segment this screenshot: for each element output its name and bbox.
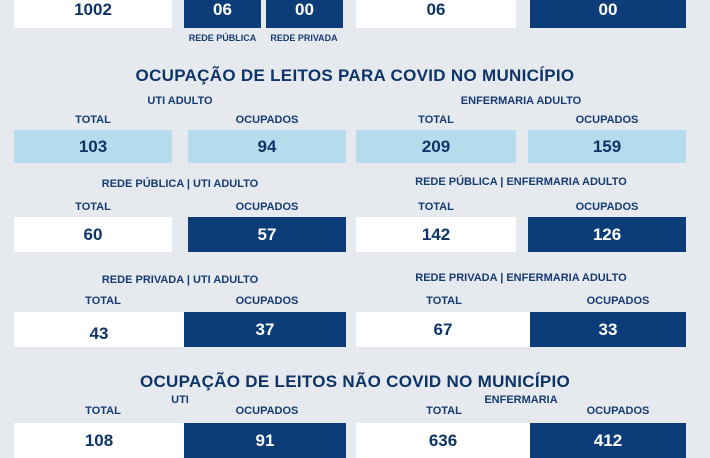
covid-enf-title: ENFERMARIA ADULTO [460, 95, 582, 107]
covid-section-title: OCUPAÇÃO DE LEITOS PARA COVID NO MUNICÍP… [135, 66, 575, 85]
pub-enf-ocupados-label: OCUPADOS [575, 201, 639, 213]
top-right-total-value: 06 [426, 0, 446, 19]
pub-enf-total-label: TOTAL [418, 201, 454, 213]
covid-enf-ocupados-label: OCUPADOS [575, 114, 639, 126]
pub-enf-total-value: 142 [421, 224, 451, 244]
pub-uti-ocupados-label: OCUPADOS [235, 201, 299, 213]
priv-uti-title: REDE PRIVADA | UTI ADULTO [101, 274, 259, 286]
noncovid-enf-total-label: TOTAL [426, 405, 462, 417]
noncovid-uti-ocupados-value: 91 [255, 431, 275, 450]
noncovid-enf-total-value: 636 [428, 431, 458, 450]
covid-uti-total-value: 103 [78, 136, 108, 156]
priv-uti-total-box: 43 [14, 312, 184, 347]
pub-enf-title: REDE PÚBLICA | ENFERMARIA ADULTO [415, 176, 627, 188]
top-public-box: 06 [184, 0, 261, 28]
priv-uti-ocupados-value: 37 [255, 319, 275, 339]
priv-uti-ocupados-label: OCUPADOS [235, 295, 299, 307]
covid-uti-ocupados-box: 94 [188, 130, 346, 163]
covid-uti-title: UTI ADULTO [147, 95, 213, 107]
noncovid-uti-total-value: 108 [84, 431, 114, 450]
priv-enf-total-value: 67 [433, 319, 453, 339]
priv-uti-total-value: 43 [89, 323, 109, 343]
noncovid-enf-ocupados-label: OCUPADOS [586, 405, 650, 417]
top-public-value: 06 [213, 0, 232, 19]
pub-uti-ocupados-value: 57 [257, 224, 277, 244]
noncovid-uti-total-box: 108 [14, 423, 184, 458]
noncovid-section-title: OCUPAÇÃO DE LEITOS NÃO COVID NO MUNICÍPI… [139, 372, 571, 391]
pub-enf-total-box: 142 [356, 217, 516, 252]
pub-uti-total-label: TOTAL [75, 201, 111, 213]
top-total-value: 1002 [74, 0, 112, 19]
top-right-ocupados-box: 00 [530, 0, 686, 28]
pub-enf-ocupados-value: 126 [592, 224, 622, 244]
priv-enf-title: REDE PRIVADA | ENFERMARIA ADULTO [415, 272, 627, 284]
top-private-box: 00 [266, 0, 343, 28]
top-public-label: REDE PÚBLICA [188, 33, 257, 43]
noncovid-enf-ocupados-box: 412 [530, 423, 686, 458]
noncovid-uti-total-label: TOTAL [85, 405, 121, 417]
top-private-value: 00 [295, 0, 314, 19]
noncovid-enf-total-box: 636 [356, 423, 530, 458]
noncovid-enf-ocupados-value: 412 [593, 431, 623, 450]
covid-enf-total-value: 209 [421, 136, 451, 156]
top-private-label: REDE PRIVADA [270, 33, 338, 43]
priv-enf-ocupados-box: 33 [530, 312, 686, 347]
covid-enf-ocupados-value: 159 [592, 136, 622, 156]
top-total-box: 1002 [14, 0, 172, 28]
covid-uti-total-box: 103 [14, 130, 172, 163]
pub-uti-title: REDE PÚBLICA | UTI ADULTO [101, 178, 259, 190]
covid-uti-ocupados-value: 94 [257, 136, 277, 156]
top-right-total-box: 06 [356, 0, 516, 28]
covid-enf-ocupados-box: 159 [528, 130, 686, 163]
priv-uti-total-label: TOTAL [85, 295, 121, 307]
pub-uti-total-value: 60 [83, 224, 103, 244]
covid-enf-total-label: TOTAL [418, 114, 454, 126]
priv-enf-total-box: 67 [356, 312, 530, 347]
covid-uti-total-label: TOTAL [75, 114, 111, 126]
priv-enf-total-label: TOTAL [426, 295, 462, 307]
priv-enf-ocupados-value: 33 [598, 319, 618, 339]
priv-enf-ocupados-label: OCUPADOS [586, 295, 650, 307]
covid-uti-ocupados-label: OCUPADOS [235, 114, 299, 126]
noncovid-uti-ocupados-box: 91 [184, 423, 346, 458]
pub-enf-ocupados-box: 126 [528, 217, 686, 252]
noncovid-uti-ocupados-label: OCUPADOS [235, 405, 299, 417]
covid-enf-total-box: 209 [356, 130, 516, 163]
pub-uti-total-box: 60 [14, 217, 172, 252]
noncovid-uti-title: UTI [171, 394, 189, 406]
priv-uti-ocupados-box: 37 [184, 312, 346, 347]
top-right-ocupados-value: 00 [598, 0, 618, 19]
pub-uti-ocupados-box: 57 [188, 217, 346, 252]
noncovid-enf-title: ENFERMARIA [484, 394, 558, 406]
